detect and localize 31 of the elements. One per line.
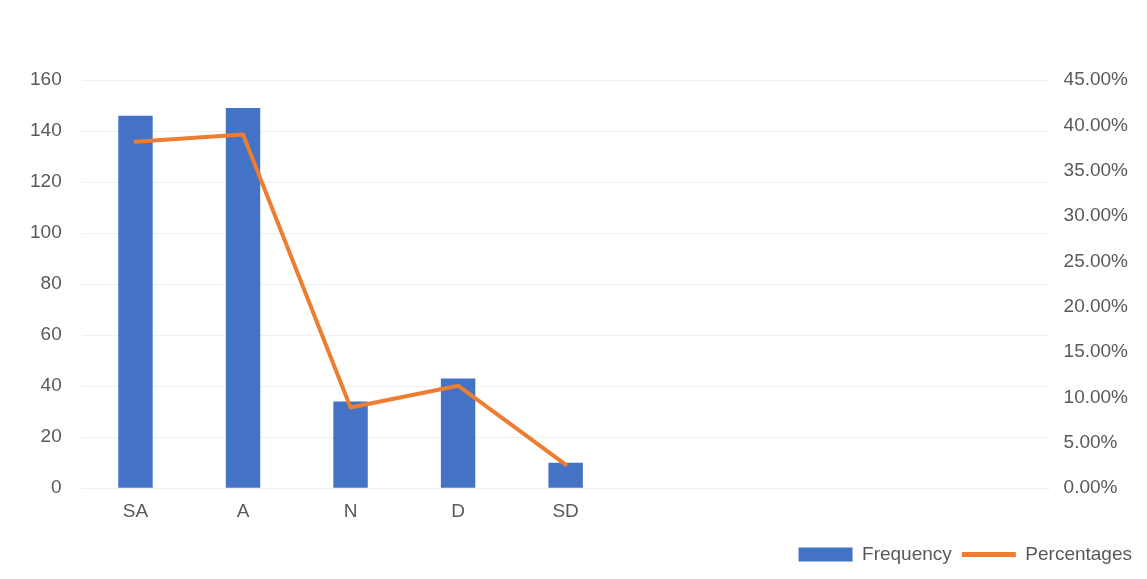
- y-tick-label: 0: [51, 476, 62, 498]
- y2-tick-label: 40.00%: [1063, 113, 1129, 135]
- bar: [548, 462, 583, 488]
- y-tick-label: 20: [40, 425, 62, 447]
- y-tick-label: 140: [30, 119, 62, 141]
- y2-tick-label: 45.00%: [1063, 68, 1129, 90]
- y2-tick-label: 20.00%: [1063, 295, 1129, 317]
- y-tick-label: 60: [40, 323, 62, 345]
- y2-tick-label: 15.00%: [1063, 340, 1129, 362]
- y-tick-label: 120: [30, 170, 62, 192]
- x-tick-label: N: [343, 499, 358, 521]
- y2-tick-label: 25.00%: [1063, 249, 1129, 271]
- x-tick-label: SD: [552, 499, 579, 521]
- y-tick-label: 80: [40, 272, 62, 294]
- y-tick-label: 160: [30, 68, 62, 90]
- x-tick-label: D: [451, 499, 465, 521]
- y2-tick-label: 0.00%: [1063, 476, 1118, 498]
- y-tick-label: 100: [30, 221, 62, 243]
- y2-tick-label: 5.00%: [1063, 431, 1118, 453]
- y2-tick-label: 35.00%: [1063, 158, 1129, 180]
- x-tick-label: A: [236, 499, 250, 521]
- bar: [118, 115, 153, 488]
- bar: [225, 108, 261, 488]
- legend-label: Percentages: [1025, 542, 1133, 564]
- bar: [333, 401, 368, 488]
- x-tick-label: SA: [122, 499, 149, 521]
- bar: [440, 378, 476, 488]
- legend-label: Frequency: [862, 542, 953, 564]
- y2-tick-label: 30.00%: [1063, 204, 1129, 226]
- y-tick-label: 40: [40, 374, 62, 396]
- y2-tick-label: 10.00%: [1063, 385, 1129, 407]
